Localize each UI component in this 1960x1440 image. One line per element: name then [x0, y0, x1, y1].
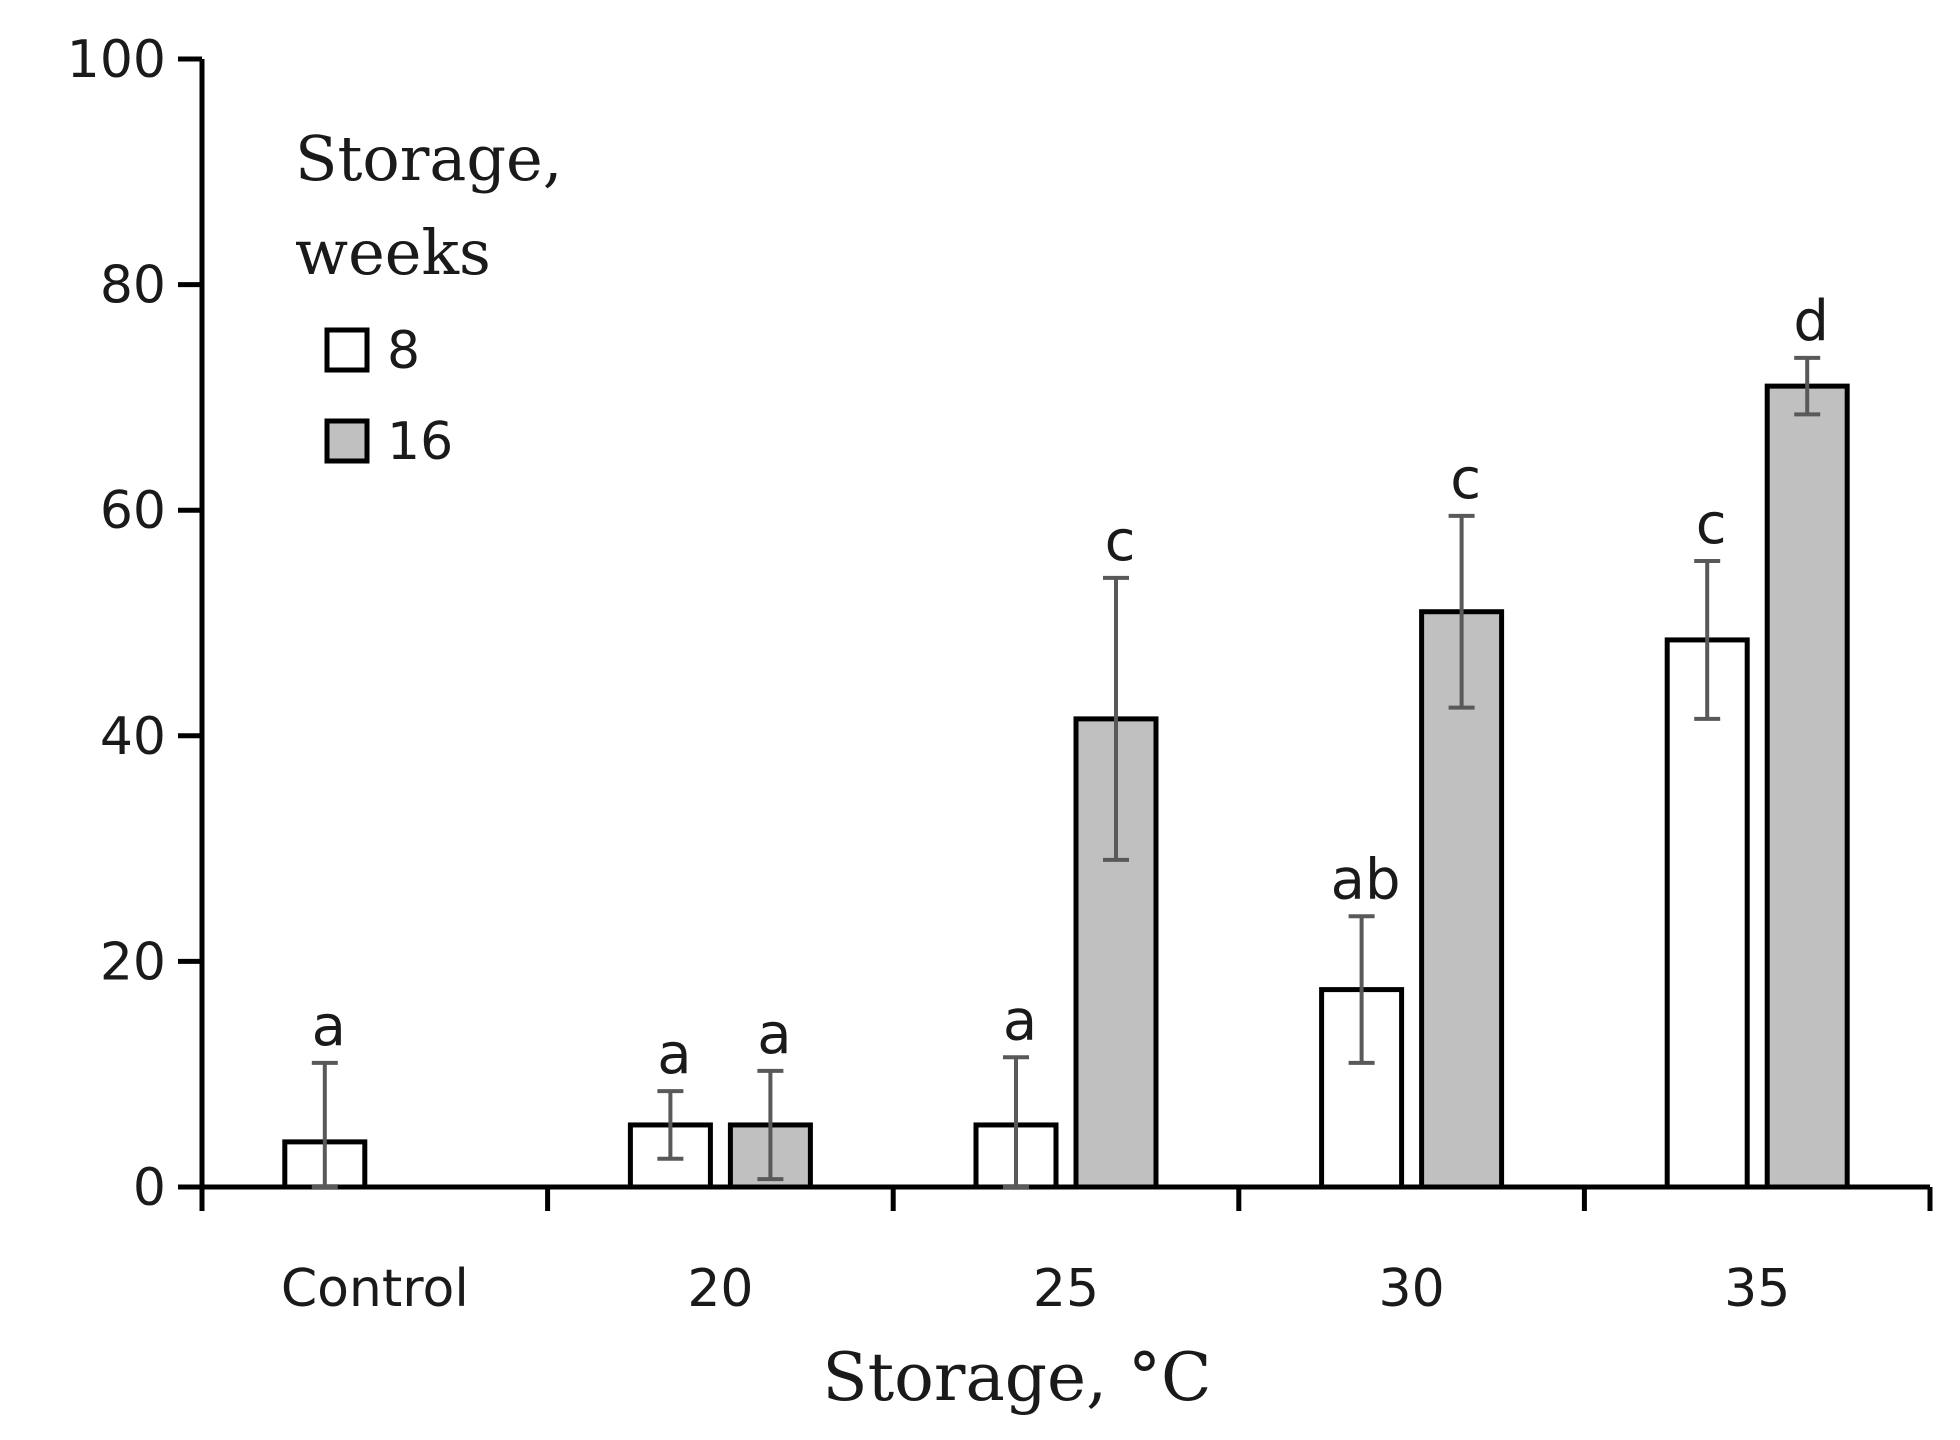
- significance-letters: a a a ab c a c c d: [312, 289, 1829, 1087]
- x-axis: Control 20 25 30 35: [199, 1184, 1933, 1319]
- significance-letter: ab: [1331, 847, 1401, 912]
- legend-title-line-1: Storage,: [295, 122, 562, 195]
- x-tick-label: Control: [281, 1259, 469, 1319]
- y-tick-label: 0: [133, 1158, 166, 1218]
- x-tick-label: 35: [1724, 1259, 1790, 1319]
- significance-letter: c: [1105, 509, 1136, 574]
- y-tick-label: 40: [100, 707, 166, 767]
- significance-letter: a: [312, 994, 346, 1059]
- error-bar: [1448, 513, 1475, 710]
- significance-letter: c: [1450, 447, 1481, 512]
- bars: [282, 383, 1850, 1190]
- x-axis-title: Storage, °C: [822, 1339, 1211, 1416]
- significance-letter: a: [657, 1022, 691, 1087]
- error-bar: [1348, 914, 1375, 1065]
- error-bar: [1794, 355, 1821, 417]
- significance-letter: d: [1793, 289, 1829, 354]
- y-tick-label: 60: [100, 481, 166, 541]
- error-bars: [311, 355, 1821, 1189]
- significance-letter: c: [1696, 492, 1727, 557]
- error-bar: [757, 1068, 784, 1182]
- y-tick-label: 100: [67, 30, 166, 90]
- legend-swatch-16: [324, 418, 370, 464]
- x-tick-label: 30: [1379, 1259, 1445, 1319]
- legend: Storage, weeks 8 16: [295, 122, 562, 472]
- error-bar: [1103, 575, 1129, 862]
- error-bar: [1694, 558, 1721, 721]
- legend-label-8: 8: [387, 321, 420, 381]
- x-tick-label: 20: [687, 1259, 753, 1319]
- y-axis: 0 20 40 60 80 100: [67, 30, 205, 1218]
- y-tick-label: 20: [100, 932, 166, 992]
- error-bar: [657, 1089, 684, 1161]
- error-bar: [311, 1060, 338, 1189]
- significance-letter: a: [1003, 988, 1037, 1053]
- bar-series-16: [1764, 383, 1850, 1190]
- significance-letter: a: [757, 1002, 791, 1067]
- x-tick-label: 25: [1033, 1259, 1099, 1319]
- legend-label-16: 16: [387, 412, 453, 472]
- y-tick-label: 80: [100, 256, 166, 316]
- error-bar: [1003, 1055, 1029, 1189]
- legend-title-line-2: weeks: [295, 216, 491, 289]
- legend-swatch-8: [324, 327, 370, 373]
- bar-series-8: [1664, 637, 1750, 1190]
